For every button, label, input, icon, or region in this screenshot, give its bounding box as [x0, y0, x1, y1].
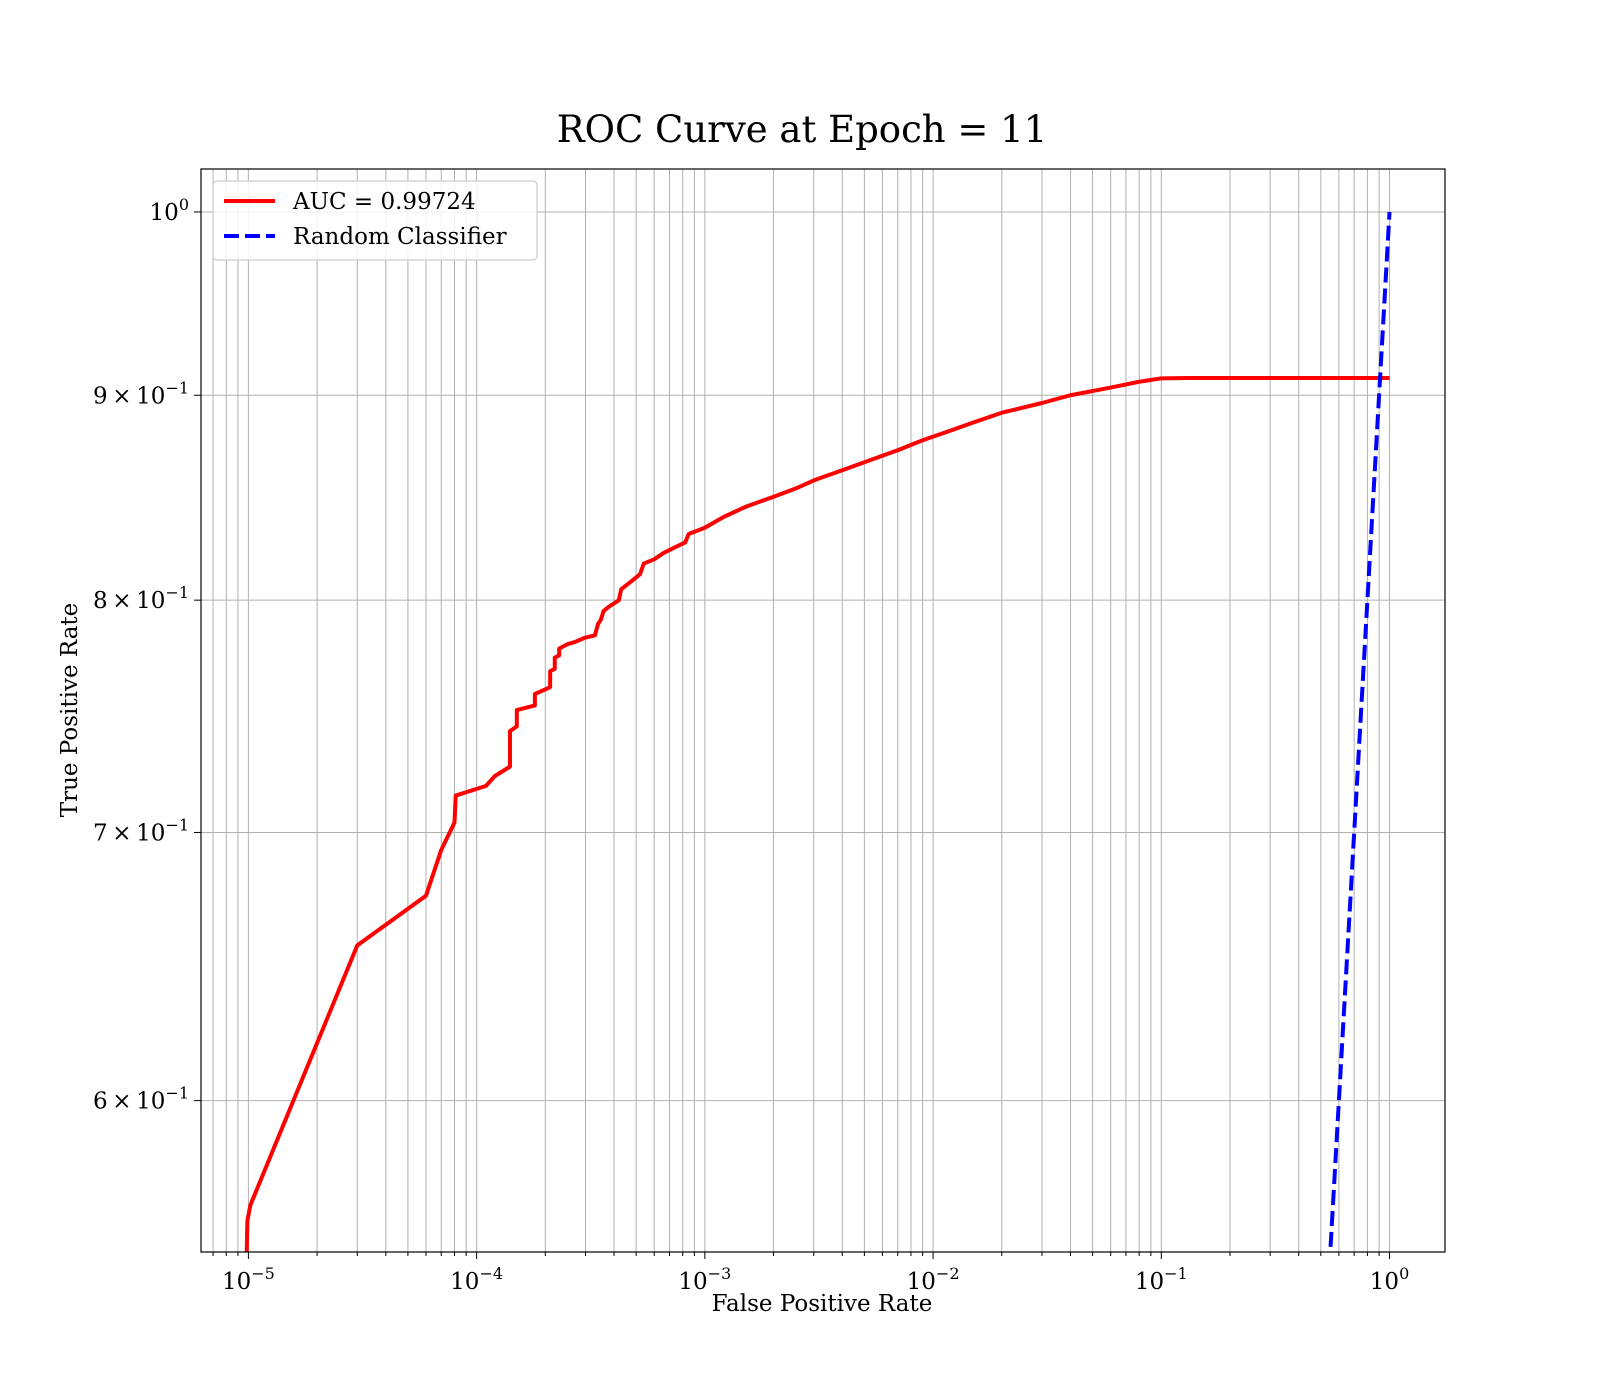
- y-axis-label: True Positive Rate: [57, 603, 83, 818]
- legend: AUC = 0.99724 Random Classifier: [212, 180, 538, 261]
- y-axis-ticks: 6 × 10−1 7 × 10−1 8 × 10−1 9 × 10−1 100: [93, 195, 201, 1115]
- grid-lines: [201, 169, 1445, 1252]
- x-tick-label: 10−2: [907, 1264, 960, 1295]
- y-tick-label: 100: [150, 195, 189, 226]
- x-tick-label: 10−4: [450, 1264, 503, 1295]
- x-axis-ticks: 10−5 10−4 10−3 10−2 10−1 100: [212, 1252, 1409, 1295]
- random-classifier-line: [1328, 211, 1392, 1252]
- chart-title: ROC Curve at Epoch = 11: [557, 108, 1047, 151]
- legend-label-random: Random Classifier: [293, 224, 507, 250]
- x-tick-label: 10−5: [222, 1264, 275, 1295]
- y-tick-label: 9 × 10−1: [93, 378, 189, 409]
- legend-label-auc: AUC = 0.99724: [292, 189, 476, 215]
- plot-frame: [200, 168, 1446, 1253]
- series-layer: [244, 211, 1392, 1252]
- x-tick-label: 100: [1370, 1264, 1409, 1295]
- roc-curve-line: [244, 375, 1390, 1252]
- y-tick-label: 7 × 10−1: [93, 815, 189, 846]
- y-tick-label: 8 × 10−1: [93, 583, 189, 614]
- x-axis-label: False Positive Rate: [712, 1291, 933, 1317]
- y-tick-label: 6 × 10−1: [93, 1084, 189, 1115]
- legend-box: [212, 180, 538, 261]
- x-tick-label: 10−1: [1135, 1264, 1188, 1295]
- x-tick-label: 10−3: [678, 1264, 731, 1295]
